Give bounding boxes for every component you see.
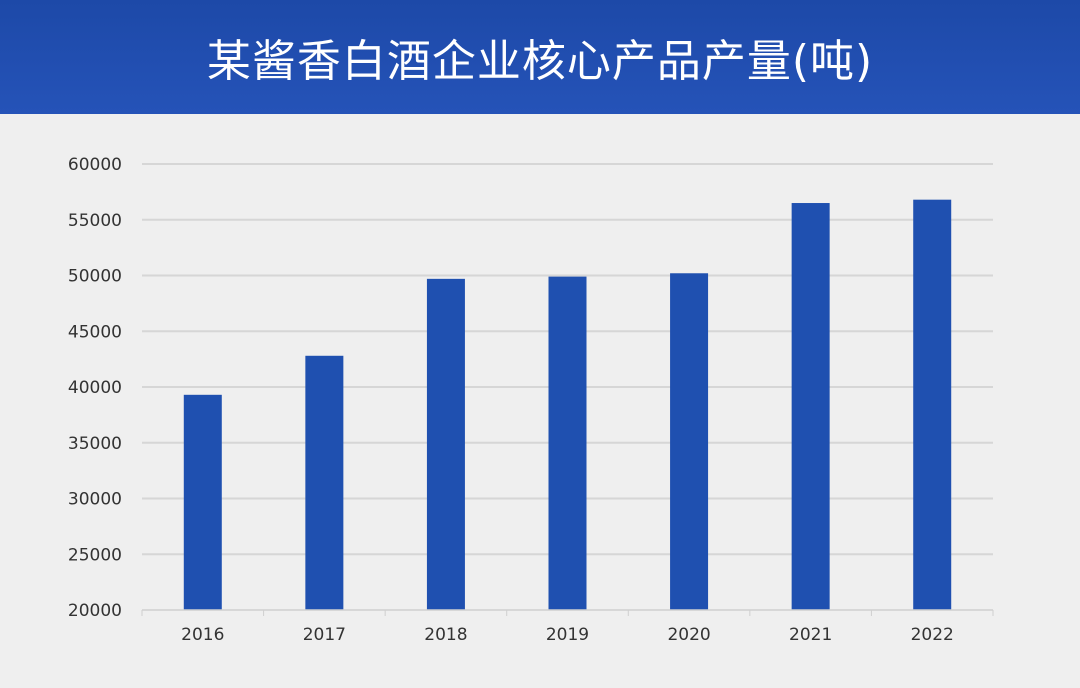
bar-2017 [305, 355, 344, 610]
axis-layer: 20000 25000 30000 35000 40000 45000 50000 55000… [68, 155, 994, 645]
chart-header: 某酱香白酒企业核心产品产量(吨) [0, 0, 1080, 114]
x-tick-label: 2020 [667, 625, 710, 645]
x-tick-label: 2016 [181, 625, 224, 645]
bar-2016 [183, 394, 222, 610]
x-tick-label: 2017 [303, 625, 346, 645]
bar-2018 [426, 278, 465, 610]
bar-2021 [791, 203, 830, 610]
bar-chart: 20000 25000 30000 35000 40000 45000 50000 55000… [68, 155, 994, 645]
x-tick-label: 2022 [911, 625, 954, 645]
x-tick-label: 2021 [789, 625, 832, 645]
chart-title: 某酱香白酒企业核心产品产量(吨) [206, 36, 874, 87]
y-tick-label: 45000 [68, 322, 122, 342]
y-tick-label: 40000 [68, 378, 122, 398]
bar-layer [183, 199, 952, 610]
chart-area: 20000 25000 30000 35000 40000 45000 50000 55000… [0, 114, 1080, 684]
y-tick-label: 20000 [68, 601, 122, 621]
y-tick-label: 30000 [68, 490, 122, 510]
y-tick-label: 55000 [68, 211, 122, 231]
bar-2020 [670, 273, 709, 610]
y-tick-label: 60000 [68, 155, 122, 175]
y-tick-label: 25000 [68, 545, 122, 565]
x-tick-label: 2019 [546, 625, 589, 645]
x-tick-label: 2018 [424, 625, 467, 645]
y-tick-label: 35000 [68, 434, 122, 454]
bar-2019 [548, 276, 587, 610]
y-tick-label: 50000 [68, 267, 122, 287]
bar-2022 [913, 199, 952, 610]
